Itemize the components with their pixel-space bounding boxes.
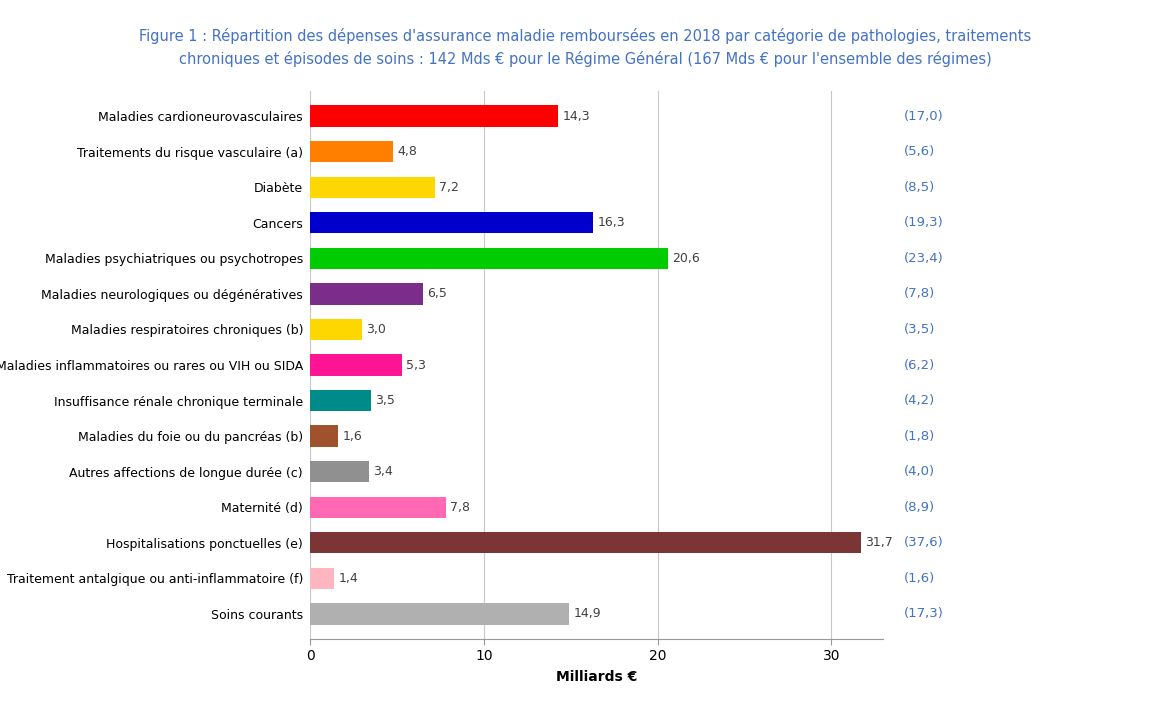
Text: (8,5): (8,5)	[904, 180, 936, 194]
Text: (7,8): (7,8)	[904, 287, 936, 300]
Text: 14,3: 14,3	[563, 110, 591, 123]
Bar	[310, 603, 569, 625]
Text: (23,4): (23,4)	[904, 252, 944, 265]
Bar	[310, 141, 393, 162]
Bar	[310, 284, 424, 305]
Text: 1,4: 1,4	[339, 572, 358, 585]
Text: 6,5: 6,5	[427, 287, 447, 300]
Bar	[310, 461, 369, 482]
Text: 5,3: 5,3	[406, 359, 426, 371]
Text: 4,8: 4,8	[398, 145, 418, 158]
Text: (8,9): (8,9)	[904, 501, 935, 514]
Text: 20,6: 20,6	[673, 252, 700, 265]
Text: 1,6: 1,6	[342, 430, 362, 443]
Text: 14,9: 14,9	[573, 607, 601, 621]
Text: 16,3: 16,3	[598, 216, 625, 230]
Text: 31,7: 31,7	[865, 536, 893, 550]
Bar	[310, 355, 402, 376]
Text: (1,8): (1,8)	[904, 430, 936, 443]
Bar	[310, 425, 338, 446]
Bar	[310, 105, 558, 127]
Text: (17,3): (17,3)	[904, 607, 944, 621]
Text: (1,6): (1,6)	[904, 572, 936, 585]
Bar	[310, 177, 435, 198]
Text: 3,5: 3,5	[376, 394, 395, 407]
Text: (19,3): (19,3)	[904, 216, 944, 230]
Text: 3,0: 3,0	[366, 323, 386, 336]
Text: (5,6): (5,6)	[904, 145, 936, 158]
Text: (4,0): (4,0)	[904, 465, 935, 478]
Bar	[310, 496, 446, 518]
X-axis label: Milliards €: Milliards €	[556, 670, 638, 684]
Text: (3,5): (3,5)	[904, 323, 936, 336]
Text: (17,0): (17,0)	[904, 110, 944, 123]
Text: (37,6): (37,6)	[904, 536, 944, 550]
Bar	[310, 248, 668, 269]
Bar	[310, 390, 371, 411]
Bar	[310, 568, 335, 589]
Text: 7,2: 7,2	[440, 180, 460, 194]
Bar	[310, 532, 861, 553]
Text: 3,4: 3,4	[373, 465, 393, 478]
Text: (4,2): (4,2)	[904, 394, 936, 407]
Bar	[310, 212, 593, 234]
Bar	[310, 319, 363, 340]
Text: 7,8: 7,8	[450, 501, 470, 514]
Text: (6,2): (6,2)	[904, 359, 936, 371]
Text: Figure 1 : Répartition des dépenses d'assurance maladie remboursées en 2018 par : Figure 1 : Répartition des dépenses d'as…	[139, 28, 1031, 67]
